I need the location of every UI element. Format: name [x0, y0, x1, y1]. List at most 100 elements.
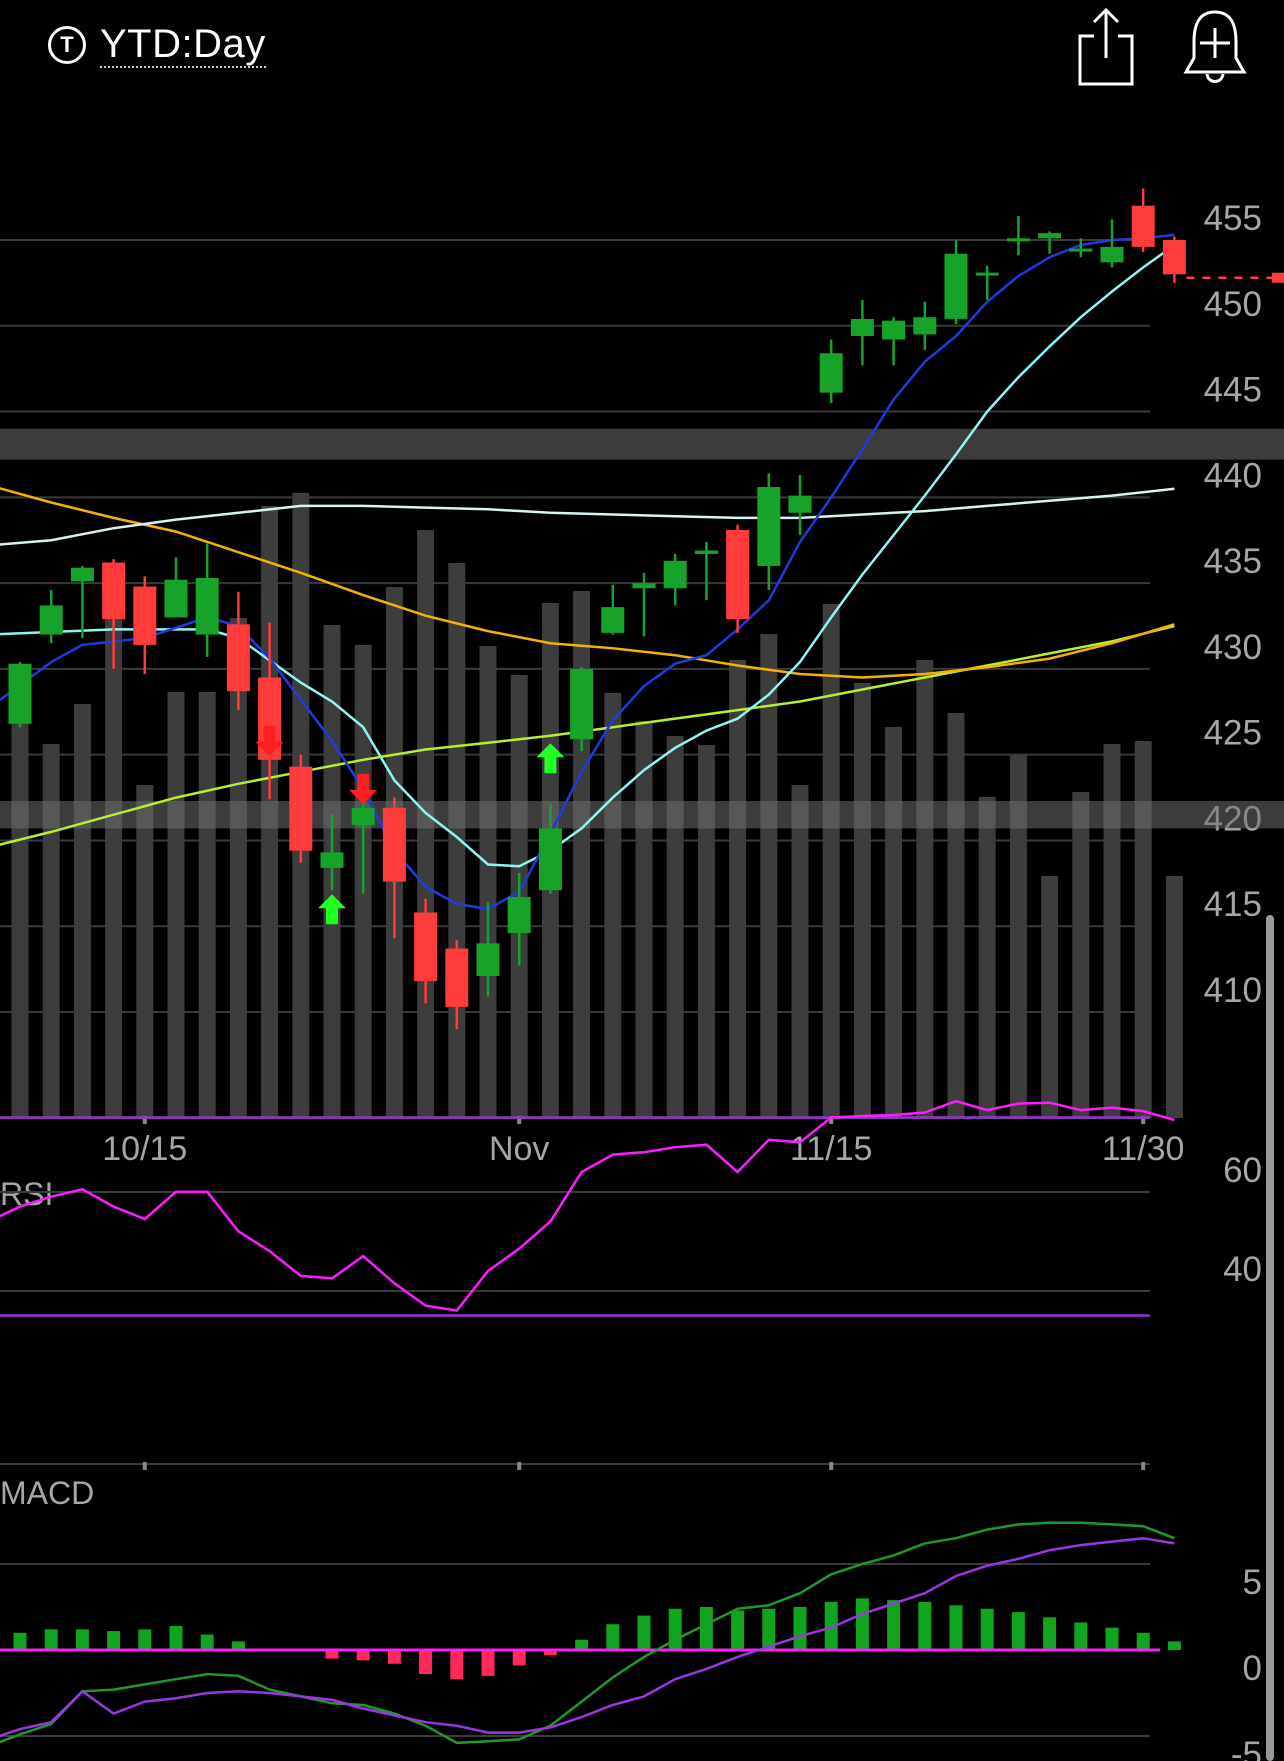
candle: [289, 754, 313, 863]
candle-body: [289, 766, 313, 851]
share-icon[interactable]: [1072, 6, 1138, 86]
candle: [788, 475, 812, 536]
rsi-axis-label: 40: [1223, 1250, 1262, 1289]
volume-bar: [136, 785, 154, 1118]
candle: [913, 301, 937, 350]
volume-bar: [42, 744, 60, 1118]
candle-body: [882, 320, 906, 340]
volume-bar: [479, 646, 497, 1118]
candle-body: [70, 567, 94, 582]
candle: [882, 317, 906, 366]
buy-signal-arrow-icon: [536, 743, 565, 774]
scrollbar[interactable]: [1266, 915, 1274, 1761]
volume-bar: [760, 634, 778, 1118]
ma-cyan-line: [0, 244, 1176, 868]
candle: [663, 553, 687, 606]
macd-histogram-bar: [793, 1607, 807, 1650]
volume-bar: [1072, 792, 1090, 1118]
candle-body: [351, 807, 375, 826]
top-bar: T YTD:Day: [0, 0, 1284, 90]
volume-bar: [1134, 741, 1152, 1118]
volume-bar: [1009, 755, 1027, 1118]
candle: [632, 572, 656, 637]
candle: [382, 797, 406, 939]
macd-histogram-bar: [824, 1601, 838, 1650]
macd-axis-label: 5: [1243, 1563, 1262, 1602]
time-axis-label: Nov: [489, 1130, 549, 1168]
macd-histogram-bar: [200, 1634, 214, 1650]
price-axis-label: 435: [1204, 542, 1262, 581]
candle-body: [819, 353, 843, 393]
macd-histogram-bar: [75, 1629, 89, 1650]
volume-bar: [885, 727, 903, 1118]
bell-plus-icon[interactable]: [1180, 6, 1250, 86]
macd-histogram-bar: [1167, 1641, 1181, 1650]
candle: [1100, 219, 1124, 268]
macd-histogram-bar: [918, 1601, 932, 1650]
macd-histogram-bar: [887, 1600, 901, 1650]
macd-histogram-bar: [138, 1629, 152, 1650]
volume-bar: [822, 604, 840, 1118]
candle: [1162, 236, 1186, 283]
volume-bar: [105, 608, 123, 1118]
macd-axis-label: -5: [1231, 1735, 1262, 1761]
candle-body: [102, 562, 126, 620]
candle-body: [476, 943, 500, 976]
candle: [164, 557, 188, 618]
candle: [975, 265, 999, 301]
macd-histogram-bar: [1043, 1617, 1057, 1650]
price-zone-band: [0, 428, 1284, 460]
ticker-badge-icon: T: [48, 26, 86, 64]
macd-line: [0, 1521, 1175, 1745]
timeframe-label[interactable]: YTD:Day: [100, 22, 266, 68]
price-axis-label: 430: [1204, 628, 1262, 667]
sell-signal-arrow-icon: [349, 773, 378, 804]
candle-body: [8, 663, 32, 724]
candle: [570, 667, 594, 752]
candle-body: [164, 579, 188, 618]
candle: [1069, 238, 1093, 258]
rsi-axis-label: 60: [1223, 1151, 1262, 1190]
volume-bar: [697, 745, 715, 1118]
candle: [694, 541, 718, 601]
candle: [476, 902, 500, 997]
macd-histogram-bar: [481, 1650, 495, 1676]
price-axis-label: 425: [1204, 714, 1262, 753]
volume-bar: [729, 660, 747, 1118]
candle-body: [195, 577, 219, 635]
macd-histogram-bar: [169, 1625, 183, 1650]
macd-panel: MACD 5 0 -5: [0, 1475, 1262, 1761]
candle-body: [663, 560, 687, 589]
buy-signal-arrow-icon: [318, 894, 346, 925]
macd-histogram-bar: [387, 1650, 401, 1664]
volume-bar: [73, 704, 91, 1118]
candle: [850, 300, 874, 366]
candle-body: [538, 828, 562, 891]
macd-histogram-bar: [13, 1632, 27, 1650]
price-axis-label: 440: [1204, 456, 1262, 495]
macd-histogram-bar: [575, 1639, 589, 1650]
macd-histogram-bar: [325, 1650, 339, 1659]
macd-histogram-bar: [855, 1598, 869, 1650]
candle: [226, 591, 250, 711]
macd-histogram-bar: [637, 1615, 651, 1650]
candle-body: [975, 272, 999, 276]
ma-blue-line: [0, 233, 1175, 911]
macd-histogram-bar: [107, 1631, 121, 1650]
candle: [1131, 188, 1155, 253]
candle-body: [445, 948, 469, 1007]
candle: [39, 589, 63, 644]
macd-histogram-bar: [1011, 1612, 1025, 1650]
rsi-title: RSI: [0, 1176, 53, 1212]
candle: [819, 339, 843, 403]
volume-bar: [947, 713, 965, 1118]
timeframe-selector[interactable]: T YTD:Day: [48, 22, 266, 68]
volume-bar: [1103, 744, 1121, 1118]
macd-histogram-bar: [231, 1641, 245, 1650]
macd-title: MACD: [0, 1475, 94, 1511]
volume-bar: [666, 736, 684, 1118]
price-panel: 45545044544043543042542041541010/15Nov11…: [0, 188, 1284, 1168]
candle: [601, 584, 625, 635]
candle-body: [913, 317, 937, 335]
